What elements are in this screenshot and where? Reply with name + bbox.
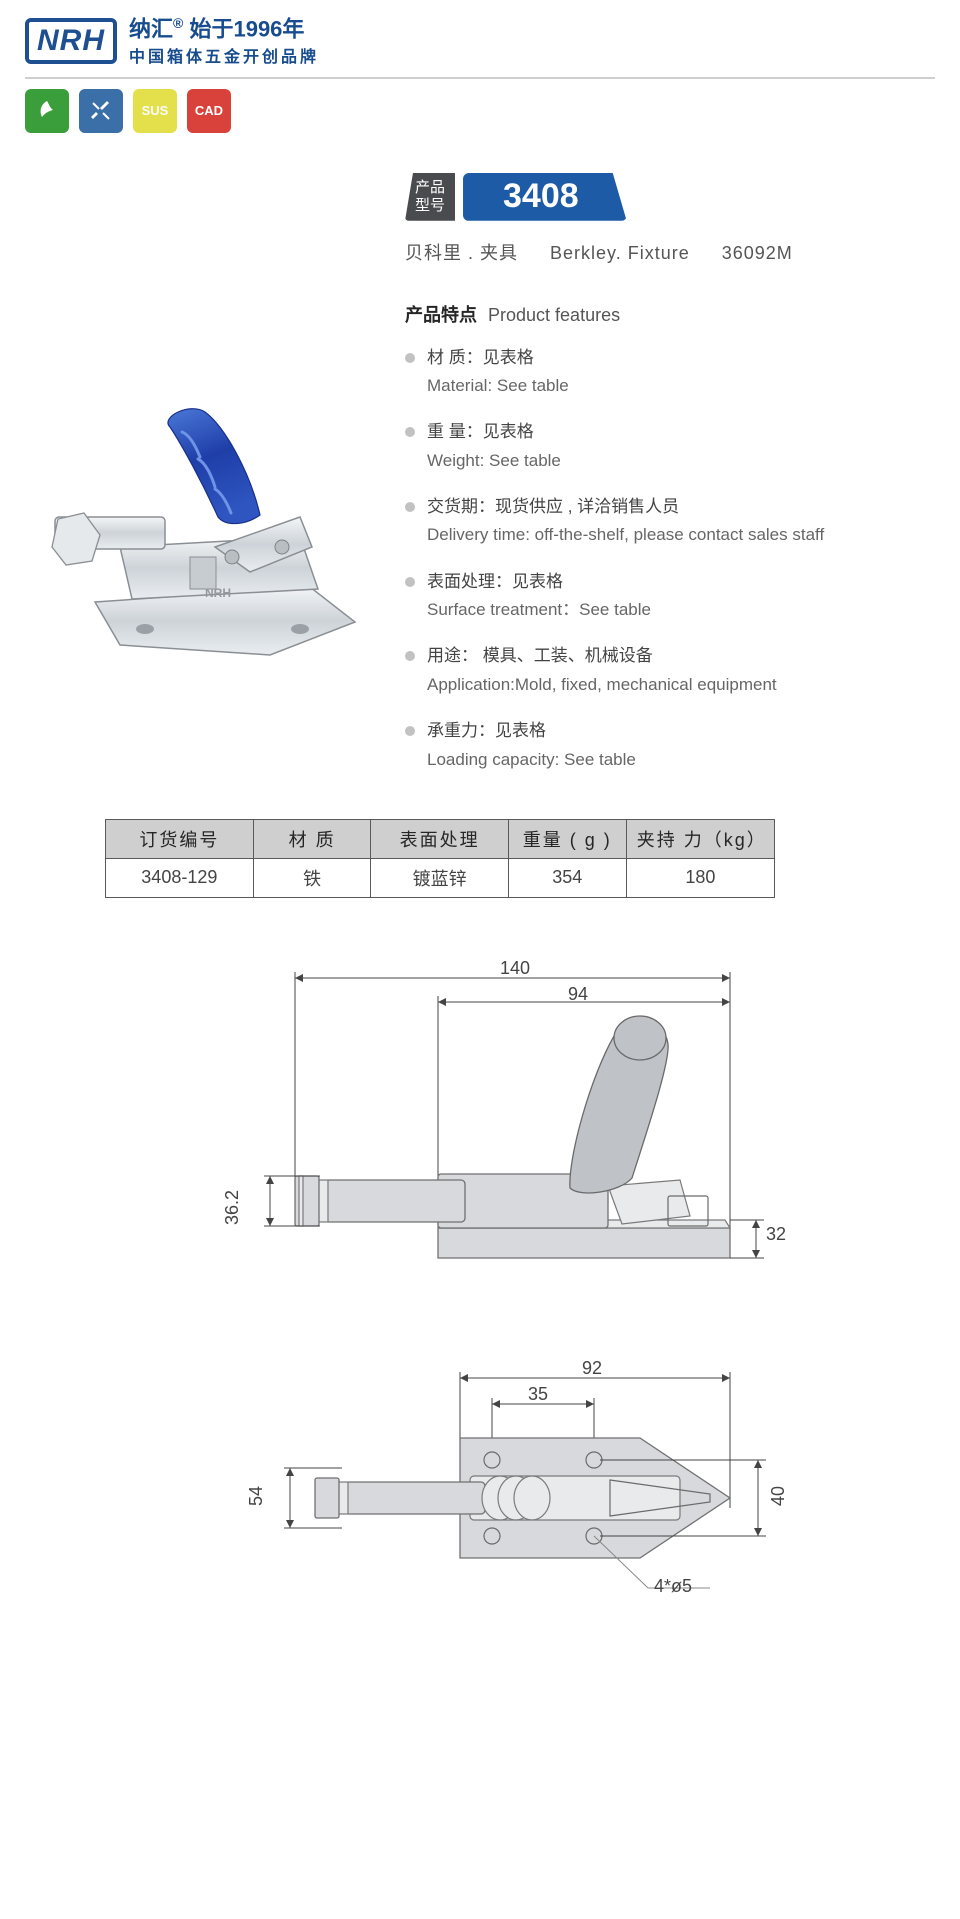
dim-plate-w: 92	[582, 1358, 602, 1379]
feature-cn: 交货期：现货供应 , 详洽销售人员	[427, 497, 679, 516]
cell-material: 铁	[253, 858, 371, 897]
drawing-top-view: 92 35 54 40 4*ø5	[170, 1358, 790, 1638]
brand-since: 始于1996年	[189, 16, 304, 41]
col-material: 材 质	[253, 819, 371, 858]
series-en: Berkley. Fixture	[550, 243, 690, 263]
dim-hole-note: 4*ø5	[654, 1576, 692, 1597]
series-cn: 贝科里 . 夹具	[405, 243, 518, 263]
brand-logo: NRH	[25, 18, 117, 64]
cell-weight: 354	[508, 858, 626, 897]
feature-cn: 重 量：见表格	[427, 422, 534, 441]
features-list: 材 质：见表格 Material: See table 重 量：见表格 Weight…	[405, 345, 935, 773]
table-row: 3408-129 铁 镀蓝锌 354 180	[106, 858, 775, 897]
dim-plate-h: 40	[768, 1486, 789, 1506]
brand-reg: ®	[173, 15, 183, 31]
cell-order-no: 3408-129	[106, 858, 254, 897]
feature-cn: 承重力：见表格	[427, 721, 546, 740]
dim-overall-h: 54	[246, 1486, 267, 1506]
model-subtitle: 贝科里 . 夹具 Berkley. Fixture 36092M	[405, 239, 935, 265]
dim-barrel-h: 36.2	[222, 1190, 243, 1225]
feature-en: Surface treatment：See table	[427, 597, 935, 623]
table-header-row: 订货编号 材 质 表面处理 重量 ( g ) 夹持 力（kg）	[106, 819, 775, 858]
col-weight: 重量 ( g )	[508, 819, 626, 858]
cell-capacity: 180	[626, 858, 774, 897]
drawing-side-view: 140 94 32 36.2	[170, 958, 790, 1318]
sus-icon: SUS	[133, 89, 177, 133]
feature-en: Material: See table	[427, 373, 935, 399]
dim-base-h: 32	[766, 1224, 786, 1245]
feature-item: 用途： 模具、工装、机械设备 Application:Mold, fixed, m…	[405, 643, 935, 698]
features-title-cn: 产品特点	[405, 305, 477, 325]
feature-item: 材 质：见表格 Material: See table	[405, 345, 935, 400]
feature-en: Weight: See table	[427, 448, 935, 474]
feature-item: 交货期：现货供应 , 详洽销售人员 Delivery time: off-the-…	[405, 494, 935, 549]
cad-icon: CAD	[187, 89, 231, 133]
brand-text: 纳汇® 始于1996年 中国箱体五金开创品牌	[129, 15, 319, 67]
brand-tagline: 中国箱体五金开创品牌	[129, 43, 319, 67]
feature-item: 表面处理：见表格 Surface treatment：See table	[405, 569, 935, 624]
model-tag: 产品 型号	[405, 173, 455, 221]
dim-handle-reach: 94	[568, 984, 588, 1005]
eco-icon	[25, 89, 69, 133]
product-photo: NRH	[25, 301, 395, 793]
feature-cn: 表面处理：见表格	[427, 572, 563, 591]
col-capacity: 夹持 力（kg）	[626, 819, 774, 858]
model-banner: 产品 型号 3408	[405, 173, 935, 221]
features-title: 产品特点 Product features	[405, 301, 935, 327]
icon-strip: SUS CAD	[25, 89, 935, 133]
dim-hole-pitch-w: 35	[528, 1384, 548, 1405]
feature-item: 重 量：见表格 Weight: See table	[405, 419, 935, 474]
feature-cn: 材 质：见表格	[427, 348, 534, 367]
feature-en: Delivery time: off-the-shelf, please con…	[427, 522, 935, 548]
feature-en: Application:Mold, fixed, mechanical equi…	[427, 672, 935, 698]
svg-text:NRH: NRH	[205, 586, 231, 600]
features-title-en: Product features	[488, 305, 620, 325]
cell-finish: 镀蓝锌	[371, 858, 508, 897]
brand-name-cn: 纳汇	[129, 16, 173, 41]
dim-overall-w: 140	[500, 958, 530, 979]
model-number: 3408	[463, 173, 627, 221]
col-finish: 表面处理	[371, 819, 508, 858]
feature-item: 承重力：见表格 Loading capacity: See table	[405, 718, 935, 773]
col-order-no: 订货编号	[106, 819, 254, 858]
feature-cn: 用途： 模具、工装、机械设备	[427, 646, 653, 665]
model-tag-l1: 产品	[415, 179, 445, 197]
tool-icon	[79, 89, 123, 133]
brand-header: NRH 纳汇® 始于1996年 中国箱体五金开创品牌	[25, 15, 935, 67]
series-code: 36092M	[722, 243, 793, 263]
feature-en: Loading capacity: See table	[427, 747, 935, 773]
header-rule	[25, 77, 935, 79]
model-tag-l2: 型号	[415, 197, 445, 215]
spec-table: 订货编号 材 质 表面处理 重量 ( g ) 夹持 力（kg） 3408-129…	[105, 819, 775, 898]
